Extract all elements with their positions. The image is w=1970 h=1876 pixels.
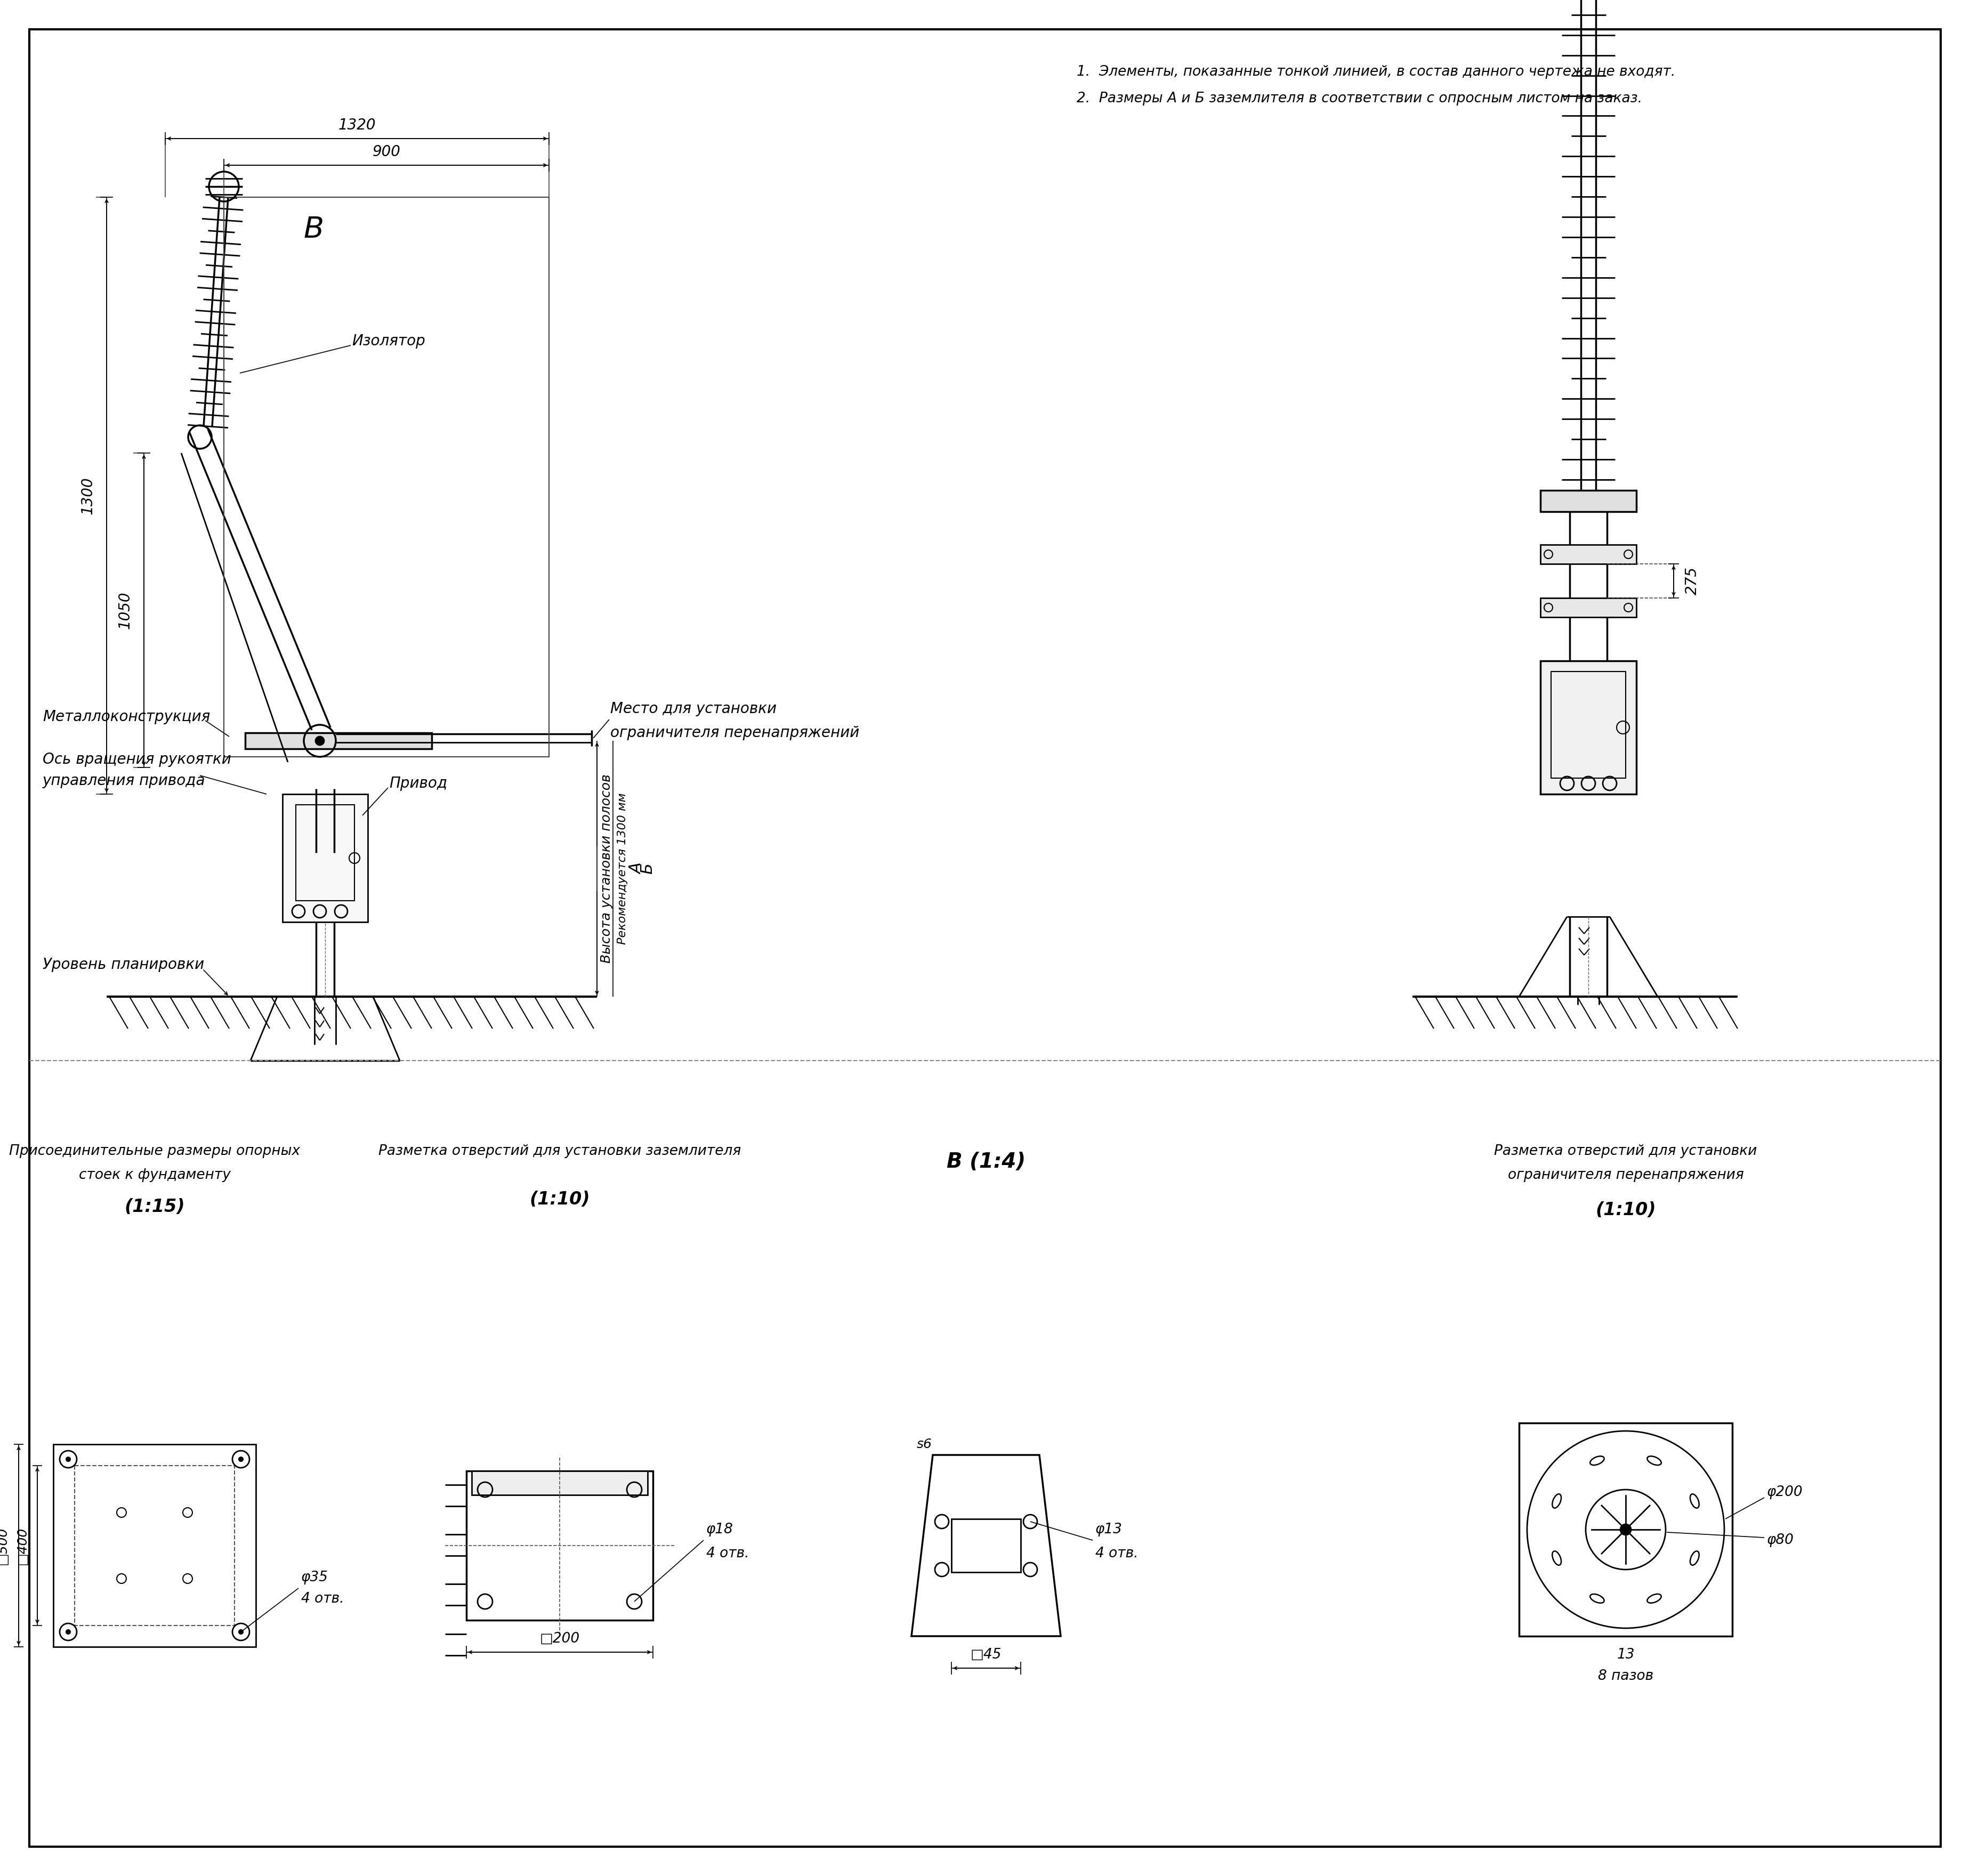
Text: Разметка отверстий для установки: Разметка отверстий для установки — [1493, 1144, 1757, 1157]
Text: Высота установки полосов: Высота установки полосов — [601, 775, 613, 962]
Text: φ13: φ13 — [1095, 1523, 1123, 1536]
Text: φ35: φ35 — [301, 1570, 329, 1585]
Text: s6: s6 — [916, 1437, 932, 1450]
Bar — [1550, 672, 1625, 779]
Circle shape — [238, 1630, 242, 1634]
Bar — [53, 1445, 256, 1647]
Text: 4 отв.: 4 отв. — [301, 1593, 345, 1606]
Text: Присоединительные размеры опорных: Присоединительные размеры опорных — [10, 1144, 299, 1157]
Text: 1320: 1320 — [339, 118, 376, 133]
Text: 4 отв.: 4 отв. — [1095, 1546, 1139, 1561]
Text: Привод: Привод — [390, 777, 447, 792]
Text: φ200: φ200 — [1767, 1486, 1803, 1499]
Text: Ось вращения рукоятки: Ось вращения рукоятки — [43, 752, 230, 767]
Bar — [1541, 660, 1637, 794]
Text: ограничителя перенапряжений: ограничителя перенапряжений — [611, 726, 859, 741]
Text: □45: □45 — [971, 1647, 1001, 1662]
Text: 900: 900 — [372, 144, 400, 159]
Bar — [1541, 490, 1637, 512]
Text: 1.  Элементы, показанные тонкой линией, в состав данного чертежа не входят.: 1. Элементы, показанные тонкой линией, в… — [1078, 66, 1674, 79]
Text: φ80: φ80 — [1767, 1533, 1795, 1548]
Text: ограничителя перенапряжения: ограничителя перенапряжения — [1507, 1169, 1743, 1182]
Bar — [952, 1520, 1020, 1572]
Text: 13: 13 — [1617, 1647, 1635, 1662]
Text: (1:10): (1:10) — [1596, 1201, 1657, 1219]
Bar — [471, 1471, 648, 1495]
Bar — [75, 1465, 234, 1625]
Text: φ18: φ18 — [705, 1523, 733, 1536]
Text: 275: 275 — [1684, 567, 1700, 595]
Text: Рекомендуется 1300 мм: Рекомендуется 1300 мм — [617, 794, 628, 944]
Bar — [244, 734, 431, 749]
Text: В: В — [303, 216, 325, 244]
Text: Место для установки: Место для установки — [611, 702, 776, 717]
Text: Б: Б — [640, 863, 656, 874]
Text: управления привода: управления привода — [43, 773, 205, 788]
Text: □500: □500 — [0, 1527, 10, 1565]
Bar — [282, 794, 368, 921]
Text: Уровень планировки: Уровень планировки — [43, 957, 205, 972]
Text: В (1:4): В (1:4) — [948, 1152, 1026, 1172]
Circle shape — [1621, 1523, 1631, 1535]
Circle shape — [67, 1458, 71, 1461]
Text: (1:15): (1:15) — [124, 1199, 185, 1216]
Text: 1050: 1050 — [118, 591, 132, 628]
Text: Металлоконструкция: Металлоконструкция — [43, 709, 211, 724]
Bar — [296, 805, 355, 900]
Bar — [1519, 1424, 1732, 1636]
Text: А: А — [628, 863, 644, 874]
Circle shape — [67, 1630, 71, 1634]
Bar — [1541, 598, 1637, 617]
Text: Разметка отверстий для установки заземлителя: Разметка отверстий для установки заземли… — [378, 1144, 741, 1157]
Text: (1:10): (1:10) — [530, 1191, 589, 1208]
Bar — [225, 197, 550, 756]
Circle shape — [315, 737, 325, 745]
Text: 1300: 1300 — [81, 477, 95, 514]
Text: □200: □200 — [540, 1632, 579, 1645]
Text: 8 пазов: 8 пазов — [1598, 1670, 1653, 1683]
Bar — [1541, 544, 1637, 565]
Circle shape — [238, 1458, 242, 1461]
Text: стоек к фундаменту: стоек к фундаменту — [79, 1169, 230, 1182]
Text: 4 отв.: 4 отв. — [705, 1546, 749, 1561]
Text: 2.  Размеры А и Б заземлителя в соответствии с опросным листом на заказ.: 2. Размеры А и Б заземлителя в соответст… — [1078, 92, 1643, 105]
Bar — [467, 1471, 652, 1621]
Text: □400: □400 — [16, 1527, 30, 1565]
Text: Изолятор: Изолятор — [353, 334, 426, 349]
